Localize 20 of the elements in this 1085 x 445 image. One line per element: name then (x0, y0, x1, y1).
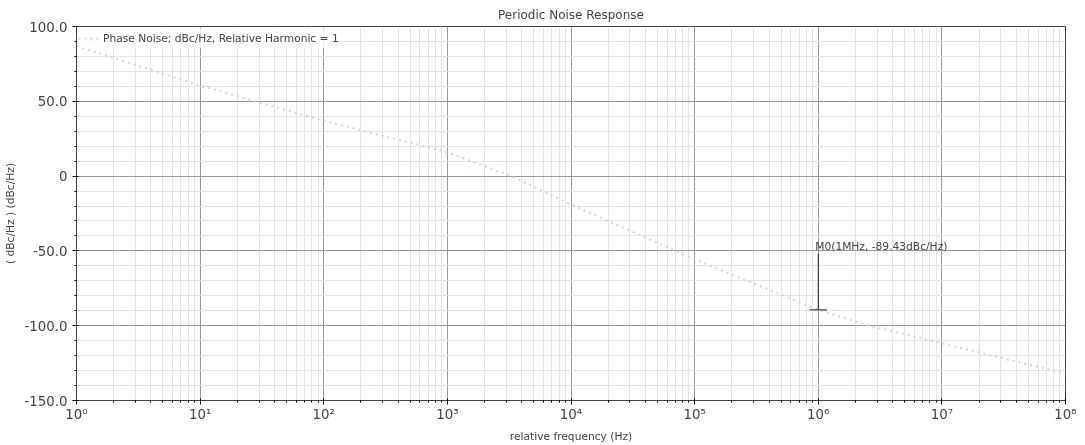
chart-title: Periodic Noise Response (498, 7, 644, 22)
y-tick-label: -100.0 (24, 318, 68, 334)
x-tick-label: 10⁸ (1054, 406, 1077, 422)
x-tick-label: 10⁰ (65, 406, 88, 422)
x-tick-label: 10⁶ (807, 406, 830, 422)
x-tick-label: 10³ (436, 406, 459, 422)
y-tick-label: 50.0 (37, 94, 68, 110)
x-tick-label: 10² (312, 406, 335, 422)
y-tick-label: -50.0 (33, 243, 68, 259)
y-tick-label: -150.0 (24, 393, 68, 409)
x-tick-label: 10¹ (188, 406, 212, 422)
y-tick-label: 100.0 (29, 19, 68, 35)
x-tick-label: 10⁵ (683, 406, 706, 422)
legend-label: Phase Noise; dBc/Hz, Relative Harmonic = 1 (103, 31, 339, 45)
y-axis-title: ( dBc/Hz ) (dBc/Hz) (3, 162, 17, 265)
x-tick-label: 10⁴ (559, 406, 583, 422)
x-tick-label: 10⁷ (930, 406, 954, 422)
y-tick-label: 0 (59, 169, 68, 185)
annotation: M0(1MHz, -89.43dBc/Hz) (815, 239, 948, 253)
x-axis-title: relative frequency (Hz) (509, 429, 633, 443)
